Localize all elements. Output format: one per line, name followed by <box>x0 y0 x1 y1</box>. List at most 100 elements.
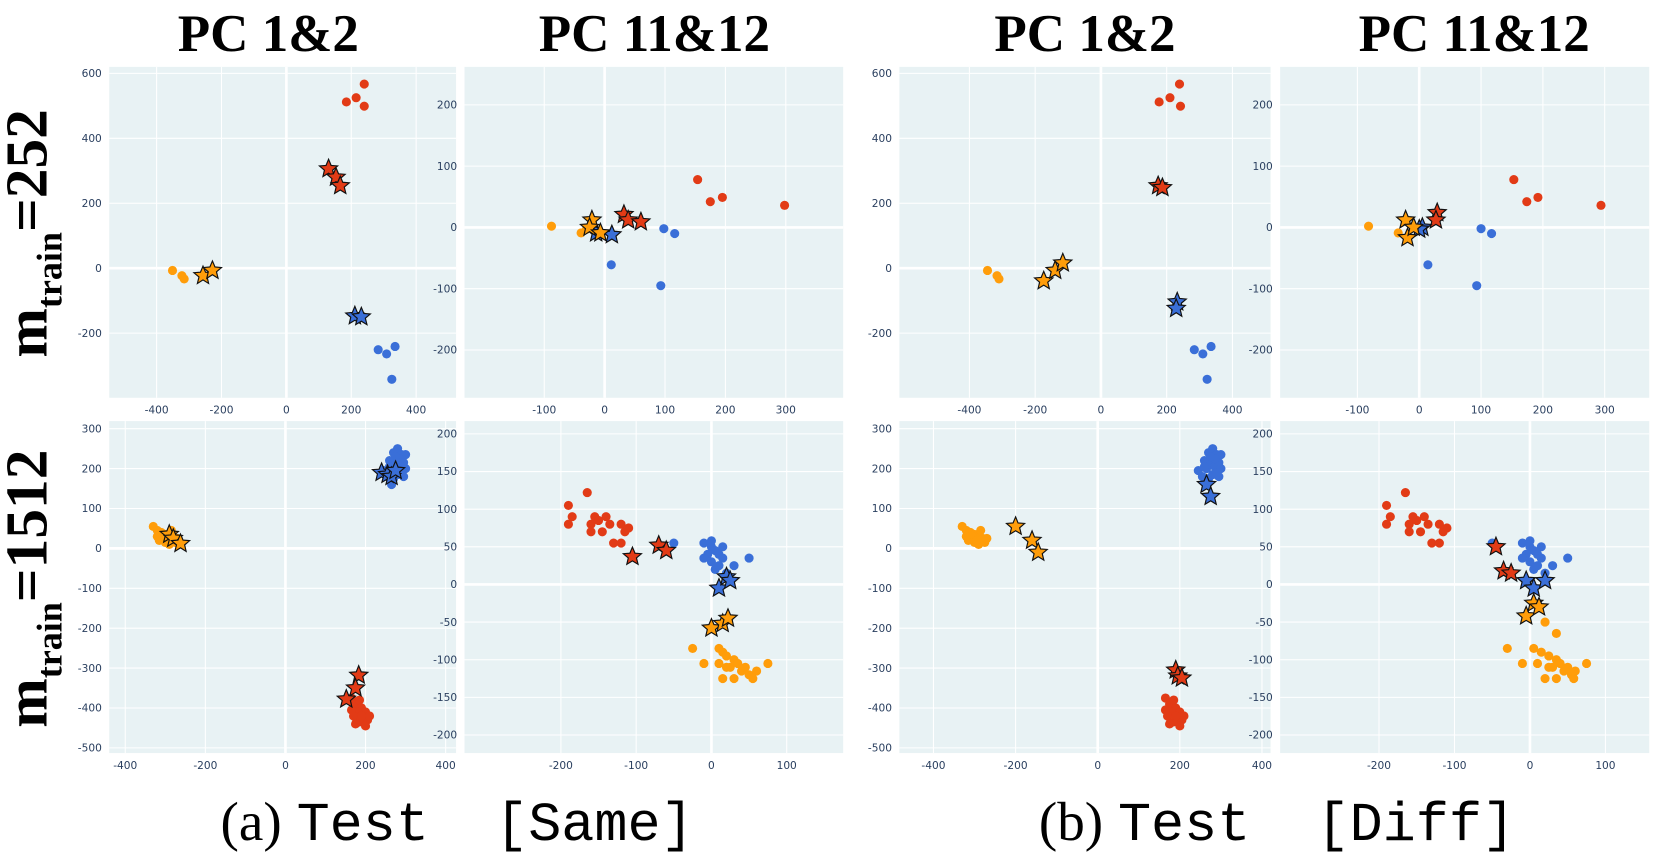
y-tick-label: 100 <box>437 504 457 516</box>
y-tick-label: 0 <box>450 579 457 591</box>
column-title: PC 1&2 <box>994 5 1175 63</box>
point <box>1536 542 1546 552</box>
y-tick-label: -300 <box>78 663 102 675</box>
star-point <box>329 174 351 195</box>
point <box>961 531 971 541</box>
star-point <box>1200 485 1222 506</box>
point <box>346 705 357 715</box>
point <box>1174 79 1185 89</box>
point <box>1404 519 1414 529</box>
x-tick-label: 100 <box>1595 760 1615 772</box>
point <box>729 673 739 684</box>
x-tick-label: -400 <box>921 760 945 772</box>
x-tick-label: 400 <box>436 760 456 772</box>
x-tick-label: 0 <box>1098 405 1105 417</box>
y-tick-label: -200 <box>78 328 102 340</box>
y-tick-label: 600 <box>82 68 102 80</box>
point <box>699 658 709 669</box>
point <box>1532 658 1543 669</box>
x-tick-label: 0 <box>1094 760 1101 772</box>
x-tick-label: 400 <box>406 405 426 417</box>
point <box>1544 662 1554 672</box>
point <box>1570 666 1580 676</box>
row-label-main: m <box>0 308 60 357</box>
point <box>994 274 1004 284</box>
column-title: PC 1&2 <box>178 5 359 63</box>
point <box>1533 192 1543 202</box>
y-tick-label: 200 <box>1252 429 1272 441</box>
y-tick-label: -500 <box>78 743 102 755</box>
star-point <box>348 664 370 685</box>
y-tick-label: 0 <box>885 263 892 275</box>
star-point <box>719 569 741 590</box>
point <box>1532 561 1543 571</box>
y-tick-label: 0 <box>885 543 892 555</box>
point <box>390 341 400 352</box>
point <box>1171 711 1181 721</box>
point <box>670 228 680 239</box>
x-tick-label: -400 <box>145 405 169 417</box>
row-label-rest: =252 <box>0 109 60 232</box>
x-tick-label: -200 <box>1023 405 1047 417</box>
y-tick-label: -200 <box>1249 345 1273 357</box>
y-tick-label: -100 <box>78 583 102 595</box>
point <box>714 658 724 669</box>
star-point <box>1528 595 1550 616</box>
x-tick-label: 100 <box>777 760 797 772</box>
y-tick-label: 0 <box>450 222 457 234</box>
point <box>1202 374 1212 384</box>
point <box>364 711 375 721</box>
plot-area <box>1280 66 1650 398</box>
point <box>1517 538 1527 548</box>
point <box>382 349 392 359</box>
x-tick-label: -200 <box>1367 760 1391 772</box>
point <box>688 643 698 653</box>
point <box>1169 695 1179 705</box>
x-tick-label: 200 <box>341 405 361 417</box>
point <box>763 658 773 669</box>
y-tick-label: -200 <box>78 623 102 635</box>
y-tick-label: 100 <box>437 161 457 173</box>
point <box>1551 673 1561 684</box>
star-point <box>317 157 340 178</box>
y-tick-label: 200 <box>82 463 102 475</box>
point <box>586 519 596 529</box>
point <box>601 512 611 522</box>
point <box>1198 349 1208 359</box>
point <box>976 525 986 535</box>
point <box>179 274 189 284</box>
point <box>391 452 401 462</box>
star-point <box>1165 297 1187 318</box>
point <box>354 695 365 705</box>
point <box>1427 538 1437 548</box>
y-tick-label: 200 <box>82 198 102 210</box>
star-point <box>1171 667 1193 688</box>
point <box>972 535 982 545</box>
y-tick-label: 400 <box>82 133 102 145</box>
point <box>718 553 728 563</box>
y-tick-label: 0 <box>95 543 102 555</box>
caption-label: (a) <box>221 791 282 852</box>
point <box>1175 721 1185 731</box>
y-tick-label: 400 <box>872 133 892 145</box>
star-point <box>717 607 739 628</box>
x-tick-label: 100 <box>655 405 675 417</box>
x-tick-label: 300 <box>1595 405 1615 417</box>
point <box>567 512 577 522</box>
point <box>1487 228 1497 239</box>
star-point <box>1515 604 1537 625</box>
point <box>659 224 669 234</box>
point <box>1206 452 1216 462</box>
point <box>1536 553 1546 563</box>
y-tick-label: 200 <box>872 198 892 210</box>
point <box>1199 462 1210 472</box>
star-point <box>617 208 639 229</box>
point <box>1381 519 1392 529</box>
x-tick-label: 0 <box>708 760 715 772</box>
point <box>1517 658 1527 669</box>
point <box>1179 711 1189 721</box>
y-tick-label: 600 <box>872 68 892 80</box>
point <box>748 673 758 684</box>
point <box>740 662 750 672</box>
point <box>593 515 604 526</box>
